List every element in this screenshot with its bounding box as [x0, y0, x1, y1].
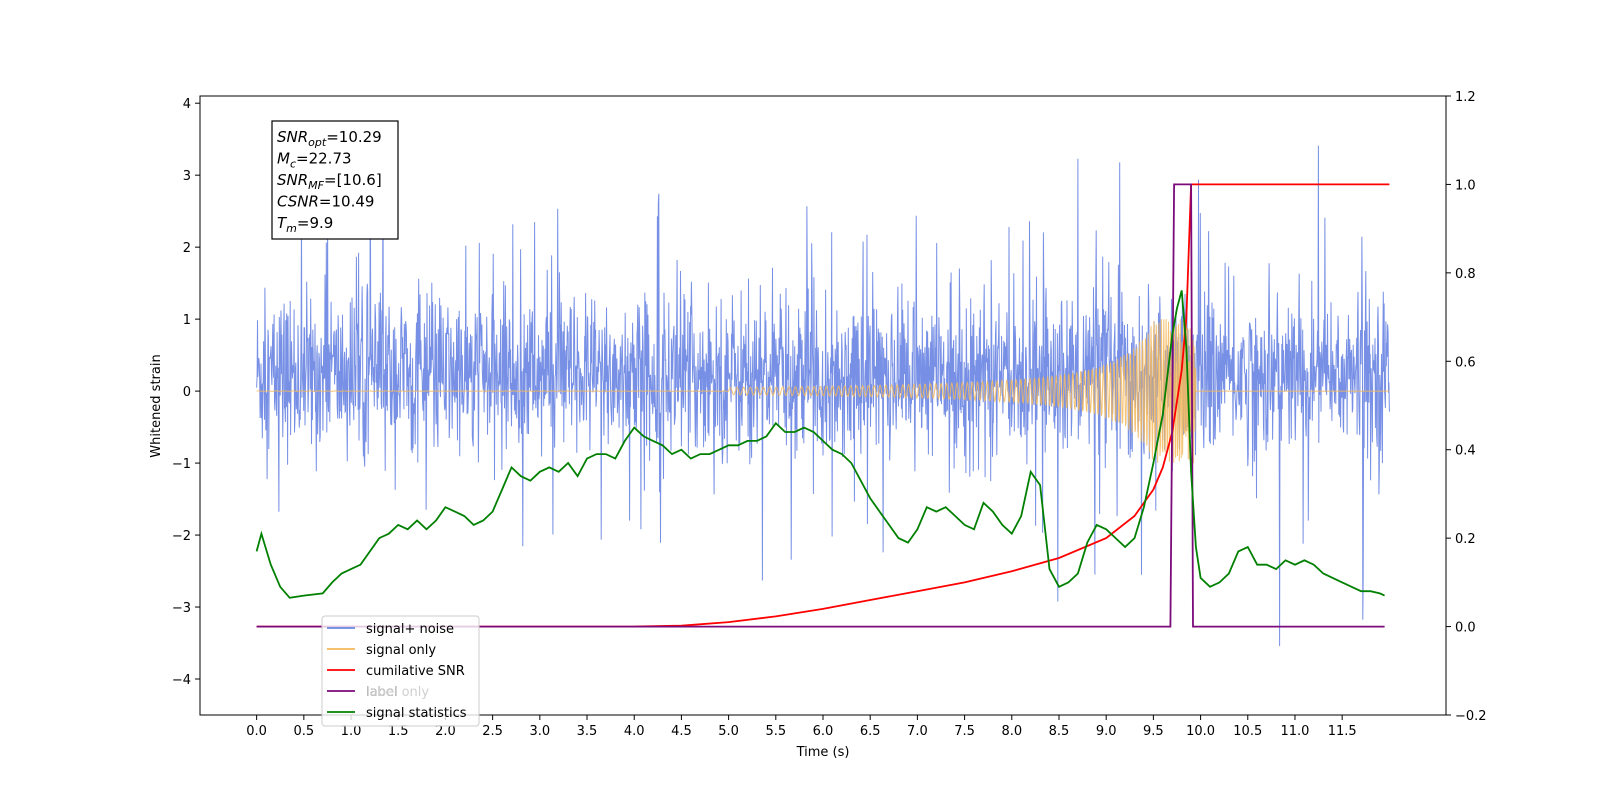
legend: signal+ noise signal only cumilative SNR la…	[321, 615, 480, 727]
legend-label: signal statistics	[366, 706, 467, 721]
x-tick-label: 11.0	[1280, 724, 1309, 739]
series-label-line	[256, 183, 1385, 628]
x-tick-label: 4.5	[671, 724, 692, 739]
legend-label: signal+ noise	[366, 622, 454, 637]
legend-label: label	[366, 685, 397, 700]
annotation-mc: Mc=22.73	[277, 150, 352, 171]
legend-label: cumilative SNR	[366, 664, 465, 679]
x-tick-label: 3.0	[529, 724, 550, 739]
y2-tick-label: 0.4	[1455, 444, 1476, 459]
x-tick-label: 10.0	[1186, 724, 1215, 739]
x-tick-label: 7.0	[907, 724, 928, 739]
legend-label-hidden: label only	[366, 685, 429, 700]
x-tick-label: 9.0	[1096, 724, 1117, 739]
x-tick-label: 8.5	[1049, 724, 1070, 739]
x-tick-label: 7.5	[954, 724, 975, 739]
x-tick-label: 8.0	[1001, 724, 1022, 739]
series-signal-only-line	[256, 319, 1390, 464]
x-tick-label: 0.5	[293, 724, 314, 739]
x-tick-label: 1.5	[388, 724, 409, 739]
y2-tick-label: 0.8	[1455, 267, 1476, 282]
y-tick-label: −3	[172, 601, 191, 616]
x-tick-label: 5.0	[718, 724, 739, 739]
y-tick-label: −2	[172, 529, 191, 544]
x-tick-label: 6.0	[813, 724, 834, 739]
series-signal-noise-line	[256, 141, 1390, 647]
y2-tick-label: −0.2	[1455, 709, 1487, 724]
series-layer	[255, 141, 1390, 647]
x-tick-label: 4.0	[624, 724, 645, 739]
y-tick-label: 4	[183, 97, 191, 112]
annotation-tm: Tm=9.9	[277, 214, 333, 235]
x-tick-label: 10.5	[1233, 724, 1262, 739]
y2-tick-label: 1.2	[1455, 90, 1476, 105]
ticks-layer: 0.0 0.5 1.0 1.5 2.0 2.5 3.0 3.5 4.0 4.5 5.0 5.5 6.0 6…	[172, 90, 1487, 739]
y-tick-label: −4	[172, 673, 191, 688]
x-tick-label: 1.0	[341, 724, 362, 739]
y2-tick-label: 1.0	[1455, 178, 1476, 193]
y-tick-label: −1	[172, 457, 191, 472]
legend-label: signal only	[366, 643, 436, 658]
y-tick-label: 1	[183, 313, 191, 328]
annotation-csnr: CSNR=10.49	[277, 193, 374, 211]
annotation-snr_mf: SNRMF=[10.6]	[277, 171, 382, 192]
x-tick-label: 5.5	[765, 724, 786, 739]
x-tick-label: 3.5	[577, 724, 598, 739]
x-tick-label: 2.5	[482, 724, 503, 739]
annotation-frame	[271, 120, 399, 240]
x-tick-label: 2.0	[435, 724, 456, 739]
y2-tick-label: 0.6	[1455, 355, 1476, 370]
series-signal-statistics-line	[255, 290, 1385, 599]
y2-tick-label: 0.0	[1455, 621, 1476, 636]
y-axis-label: Whitened strain	[149, 354, 164, 457]
y2-tick-label: 0.2	[1455, 532, 1476, 547]
x-tick-label: 6.5	[860, 724, 881, 739]
y-tick-label: 2	[183, 241, 191, 256]
y-tick-label: 3	[183, 169, 191, 184]
x-tick-label: 11.5	[1328, 724, 1357, 739]
y-tick-label: 0	[183, 385, 191, 400]
legend-frame	[321, 615, 480, 727]
x-tick-label: 9.5	[1143, 724, 1164, 739]
annotation-box: SNRopt=10.29Mc=22.73SNRMF=[10.6]CSNR=10.…	[271, 120, 399, 240]
annotation-snr_opt: SNRopt=10.29	[277, 128, 382, 149]
x-axis-label: Time (s)	[796, 745, 850, 760]
x-tick-label: 0.0	[246, 724, 267, 739]
